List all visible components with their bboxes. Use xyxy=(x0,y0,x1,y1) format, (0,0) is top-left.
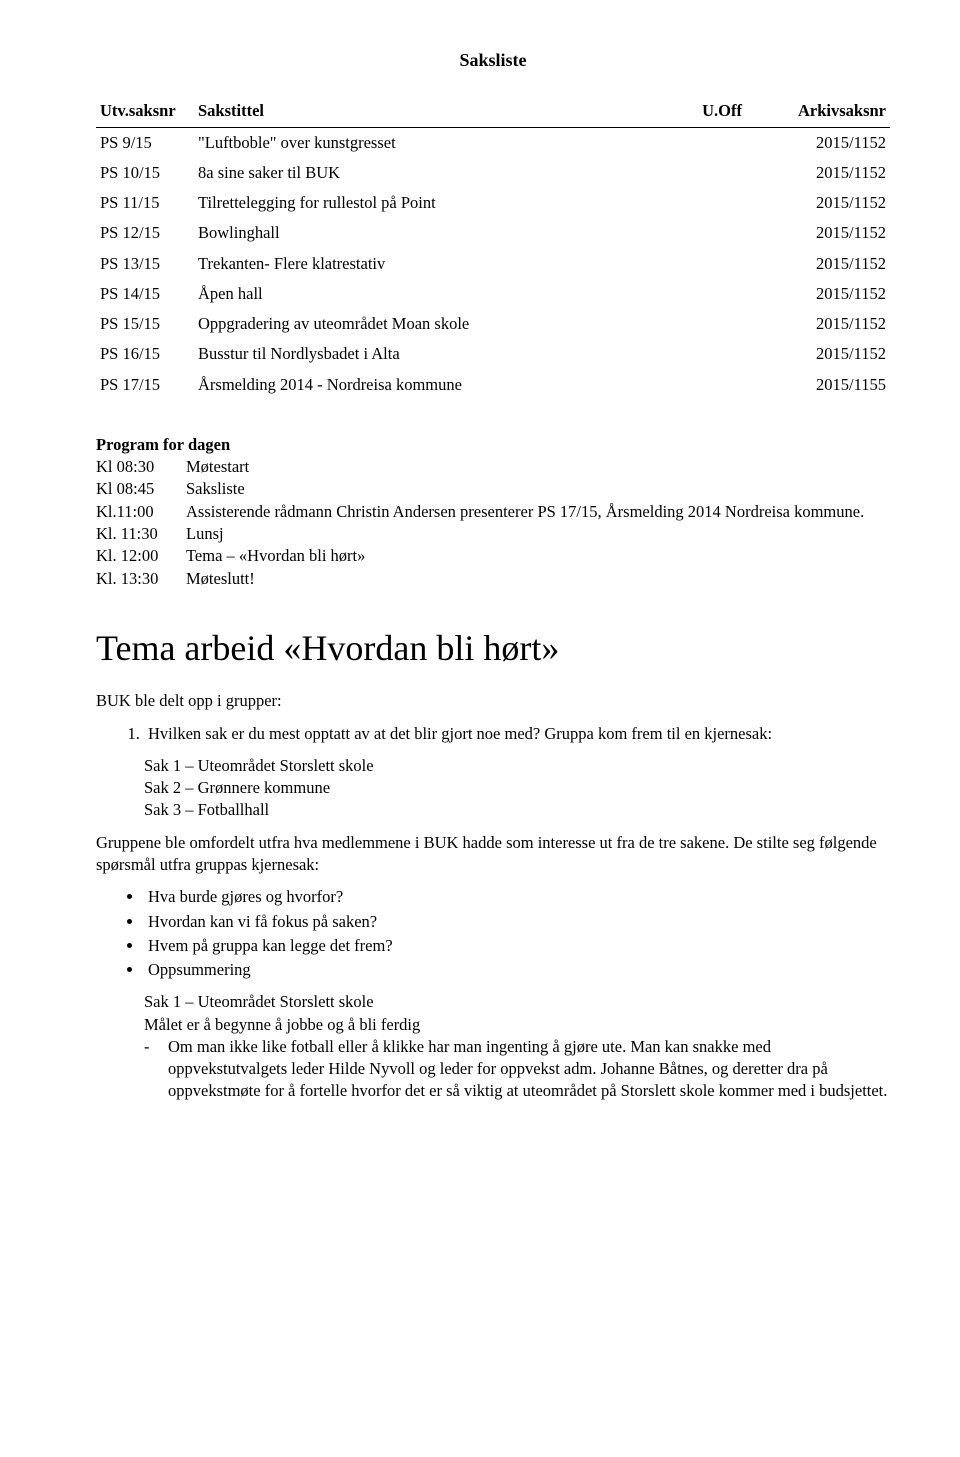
cell-title: Busstur til Nordlysbadet i Alta xyxy=(194,339,698,369)
program-time: Kl 08:45 xyxy=(96,478,186,500)
saksliste-table: Utv.saksnr Sakstittel U.Off Arkivsaksnr … xyxy=(96,98,890,400)
program-text: Lunsj xyxy=(186,523,890,545)
program-time: Kl. 12:00 xyxy=(96,545,186,567)
group-item: Sak 2 – Grønnere kommune xyxy=(144,777,890,799)
cell-id: PS 12/15 xyxy=(96,218,194,248)
program-time: Kl 08:30 xyxy=(96,456,186,478)
cell-uoff xyxy=(698,370,772,400)
cell-title: 8a sine saker til BUK xyxy=(194,158,698,188)
cell-id: PS 10/15 xyxy=(96,158,194,188)
cell-title: Årsmelding 2014 - Nordreisa kommune xyxy=(194,370,698,400)
cell-uoff xyxy=(698,158,772,188)
cell-uoff xyxy=(698,339,772,369)
cell-uoff xyxy=(698,249,772,279)
cell-id: PS 17/15 xyxy=(96,370,194,400)
cell-id: PS 15/15 xyxy=(96,309,194,339)
sak1-title: Sak 1 – Uteområdet Storslett skole xyxy=(144,991,890,1013)
cell-arkiv: 2015/1152 xyxy=(772,279,890,309)
tema-heading: Tema arbeid «Hvordan bli hørt» xyxy=(96,624,890,673)
table-row: PS 10/158a sine saker til BUK 2015/1152 xyxy=(96,158,890,188)
question-item: Hvordan kan vi få fokus på saken? xyxy=(144,911,890,933)
group-question: Hvilken sak er du mest opptatt av at det… xyxy=(144,723,890,745)
col-header-sakstittel: Sakstittel xyxy=(194,98,698,127)
program-row: Kl.11:00Assisterende rådmann Christin An… xyxy=(96,501,890,523)
cell-title: Trekanten- Flere klatrestativ xyxy=(194,249,698,279)
cell-title: Oppgradering av uteområdet Moan skole xyxy=(194,309,698,339)
page-title: Saksliste xyxy=(96,48,890,72)
col-header-utvsaksnr: Utv.saksnr xyxy=(96,98,194,127)
cell-uoff xyxy=(698,127,772,158)
table-row: PS 15/15Oppgradering av uteområdet Moan … xyxy=(96,309,890,339)
program-row: Kl 08:45Saksliste xyxy=(96,478,890,500)
cell-uoff xyxy=(698,309,772,339)
cell-uoff xyxy=(698,218,772,248)
program-row: Kl. 11:30Lunsj xyxy=(96,523,890,545)
table-row: PS 14/15Åpen hall 2015/1152 xyxy=(96,279,890,309)
program-row: Kl. 13:30Møteslutt! xyxy=(96,568,890,590)
program-text: Møtestart xyxy=(186,456,890,478)
cell-uoff xyxy=(698,279,772,309)
reshuffle-para: Gruppene ble omfordelt utfra hva medlemm… xyxy=(96,832,890,877)
sak1-goal: Målet er å begynne å jobbe og å bli ferd… xyxy=(144,1014,890,1036)
program-text: Assisterende rådmann Christin Andersen p… xyxy=(186,501,890,523)
cell-arkiv: 2015/1152 xyxy=(772,339,890,369)
cell-title: Tilrettelegging for rullestol på Point xyxy=(194,188,698,218)
program-row: Kl 08:30Møtestart xyxy=(96,456,890,478)
cell-id: PS 11/15 xyxy=(96,188,194,218)
table-row: PS 11/15Tilrettelegging for rullestol på… xyxy=(96,188,890,218)
cell-arkiv: 2015/1152 xyxy=(772,218,890,248)
program-time: Kl.11:00 xyxy=(96,501,186,523)
program-time: Kl. 11:30 xyxy=(96,523,186,545)
table-row: PS 9/15"Luftboble" over kunstgresset 2015… xyxy=(96,127,890,158)
program-time: Kl. 13:30 xyxy=(96,568,186,590)
program-text: Møteslutt! xyxy=(186,568,890,590)
program-row: Kl. 12:00Tema – «Hvordan bli hørt» xyxy=(96,545,890,567)
table-row: PS 16/15Busstur til Nordlysbadet i Alta 2… xyxy=(96,339,890,369)
program-list: Kl 08:30MøtestartKl 08:45SakslisteKl.11:… xyxy=(96,456,890,590)
col-header-uoff: U.Off xyxy=(698,98,772,127)
cell-title: Bowlinghall xyxy=(194,218,698,248)
cell-id: PS 14/15 xyxy=(96,279,194,309)
cell-title: "Luftboble" over kunstgresset xyxy=(194,127,698,158)
question-item: Hvem på gruppa kan legge det frem? xyxy=(144,935,890,957)
cell-id: PS 13/15 xyxy=(96,249,194,279)
cell-id: PS 16/15 xyxy=(96,339,194,369)
question-item: Oppsummering xyxy=(144,959,890,981)
cell-title: Åpen hall xyxy=(194,279,698,309)
program-heading: Program for dagen xyxy=(96,434,890,456)
cell-arkiv: 2015/1152 xyxy=(772,249,890,279)
cell-arkiv: 2015/1152 xyxy=(772,188,890,218)
groups-intro: BUK ble delt opp i grupper: xyxy=(96,690,890,712)
sak1-dash-text: Om man ikke like fotball eller å klikke … xyxy=(168,1036,890,1103)
group-item: Sak 1 – Uteområdet Storslett skole xyxy=(144,755,890,777)
cell-uoff xyxy=(698,188,772,218)
table-row: PS 13/15Trekanten- Flere klatrestativ 201… xyxy=(96,249,890,279)
cell-id: PS 9/15 xyxy=(96,127,194,158)
dash-mark: - xyxy=(144,1036,168,1103)
cell-arkiv: 2015/1152 xyxy=(772,158,890,188)
group-item: Sak 3 – Fotballhall xyxy=(144,799,890,821)
cell-arkiv: 2015/1152 xyxy=(772,127,890,158)
program-text: Tema – «Hvordan bli hørt» xyxy=(186,545,890,567)
program-text: Saksliste xyxy=(186,478,890,500)
table-row: PS 17/15Årsmelding 2014 - Nordreisa komm… xyxy=(96,370,890,400)
table-row: PS 12/15Bowlinghall 2015/1152 xyxy=(96,218,890,248)
col-header-arkiv: Arkivsaksnr xyxy=(772,98,890,127)
question-item: Hva burde gjøres og hvorfor? xyxy=(144,886,890,908)
question-list: Hva burde gjøres og hvorfor? Hvordan kan … xyxy=(96,886,890,981)
cell-arkiv: 2015/1155 xyxy=(772,370,890,400)
cell-arkiv: 2015/1152 xyxy=(772,309,890,339)
